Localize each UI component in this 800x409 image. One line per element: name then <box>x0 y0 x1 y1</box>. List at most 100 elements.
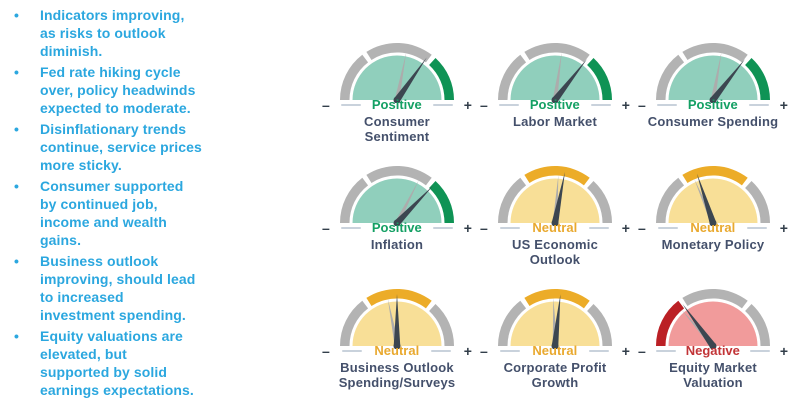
gauge-arc-middle <box>524 289 590 309</box>
gauge-arc-middle <box>524 166 590 186</box>
gauge-arc-left <box>340 177 369 223</box>
gauge-fill <box>352 55 442 100</box>
gauge-arc-right <box>429 180 454 223</box>
bullet-item: • Fed rate hiking cycle over, policy head… <box>14 63 282 117</box>
gauge-arc-right <box>429 57 454 100</box>
plus-sign: + <box>463 97 472 113</box>
gauge-rating-label: Positive <box>687 97 738 112</box>
axis-dash-left <box>342 350 363 352</box>
gauge-axis-row: – Neutral + <box>322 343 472 359</box>
gauge-cell: – Negative + Equity Market Valuation <box>634 286 792 409</box>
minus-sign: – <box>322 343 330 359</box>
gauge-needle <box>551 294 561 347</box>
gauge-axis-row: – Positive + <box>322 97 472 113</box>
bullet-item: • Disinflationary trends continue, servic… <box>14 120 282 174</box>
bullet-text: Disinflationary trends continue, service… <box>40 121 202 173</box>
gauge-dial <box>498 166 612 226</box>
plus-sign: + <box>463 343 472 359</box>
axis-dash-left <box>340 227 361 229</box>
gauge-axis-row: – Negative + <box>638 343 788 359</box>
axis-dash-right <box>749 350 770 352</box>
minus-sign: – <box>322 97 330 113</box>
gauge-title: Corporate Profit Growth <box>503 360 607 390</box>
axis-dash-right <box>747 227 768 229</box>
gauge-dial <box>340 43 454 103</box>
gauge-rating-label: Neutral <box>532 343 578 358</box>
gauge-arc-left <box>656 54 685 100</box>
gauge-title: Consumer Spending <box>647 114 779 129</box>
axis-dash-right <box>432 227 453 229</box>
gauge-arc-right <box>745 303 770 346</box>
bullet-dot-icon: • <box>14 253 19 269</box>
gauge-needle-pivot <box>393 342 401 349</box>
gauge-dial <box>498 43 612 103</box>
axis-dash-right <box>590 104 611 106</box>
gauge-dial <box>498 289 612 349</box>
bullet-dot-icon: • <box>14 7 19 23</box>
gauge-arc-left <box>498 177 527 223</box>
gauge-needle <box>394 57 427 102</box>
gauge-arc-right <box>587 57 612 100</box>
gauge-needle <box>696 173 717 225</box>
bullet-text: Fed rate hiking cycle over, policy headw… <box>40 64 196 116</box>
gauge-dial <box>340 289 454 349</box>
bullet-item: • Consumer supported by continued job, in… <box>14 177 282 249</box>
gauge-arc-middle <box>682 166 748 186</box>
gauge-arc-middle <box>366 166 432 186</box>
axis-dash-left <box>655 350 676 352</box>
gauge-fill <box>510 178 600 223</box>
gauge-axis-row: – Positive + <box>638 97 788 113</box>
gauge-dial <box>656 166 770 226</box>
bullet-item: • Indicators improving, as risks to outlo… <box>14 6 282 60</box>
axis-dash-left <box>340 104 361 106</box>
gauge-needle <box>552 59 588 103</box>
bullet-item: • Equity valuations are elevated, but sup… <box>14 327 282 399</box>
minus-sign: – <box>638 220 646 236</box>
gauge-axis-row: – Neutral + <box>638 220 788 236</box>
minus-sign: – <box>480 220 488 236</box>
bullet-list: • Indicators improving, as risks to outlo… <box>14 6 282 402</box>
gauge-cell: – Neutral + Monetary Policy <box>634 163 792 286</box>
gauge-needle-pivot <box>709 219 717 226</box>
gauge-needle-pivot <box>551 342 559 349</box>
plus-sign: + <box>779 343 788 359</box>
gauge-cell: – Positive + Inflation <box>318 163 476 286</box>
gauge-title: Business Outlook Spending/Surveys <box>338 360 456 390</box>
axis-dash-left <box>658 227 679 229</box>
gauge-arc-right <box>587 303 612 346</box>
gauge-arc-middle <box>682 289 748 309</box>
gauge-fill <box>510 55 600 100</box>
gauge-arc-right <box>745 57 770 100</box>
plus-sign: + <box>621 343 630 359</box>
bullet-dot-icon: • <box>14 64 19 80</box>
gauge-cell: – Neutral + US Economic Outlook <box>476 163 634 286</box>
bullet-text: Business outlook improving, should lead … <box>40 253 196 323</box>
gauge-arc-left <box>340 54 369 100</box>
minus-sign: – <box>480 97 488 113</box>
gauge-dial <box>656 289 770 349</box>
gauge-title: Consumer Sentiment <box>364 114 430 144</box>
gauge-needle-pivot <box>709 342 717 349</box>
minus-sign: – <box>638 343 646 359</box>
gauge-arc-right <box>745 180 770 223</box>
bullet-dot-icon: • <box>14 121 19 137</box>
gauge-axis-row: – Positive + <box>322 220 472 236</box>
gauge-rating-label: Neutral <box>690 220 736 235</box>
minus-sign: – <box>638 97 646 113</box>
axis-dash-left <box>500 227 521 229</box>
gauge-title: US Economic Outlook <box>512 237 598 267</box>
gauge-axis-row: – Neutral + <box>480 220 630 236</box>
axis-dash-left <box>498 104 519 106</box>
gauge-cell: – Positive + Consumer Sentiment <box>318 40 476 163</box>
gauge-rating-label: Positive <box>371 220 422 235</box>
axis-dash-right <box>589 350 610 352</box>
minus-sign: – <box>322 220 330 236</box>
gauge-arc-left <box>656 177 685 223</box>
gauge-arc-left <box>498 300 527 346</box>
gauge-dial <box>656 43 770 103</box>
gauge-rating-label: Positive <box>529 97 580 112</box>
gauge-needle-pivot <box>393 96 401 103</box>
gauge-needle <box>394 185 434 226</box>
plus-sign: + <box>779 220 788 236</box>
bullet-text: Consumer supported by continued job, inc… <box>40 178 184 248</box>
